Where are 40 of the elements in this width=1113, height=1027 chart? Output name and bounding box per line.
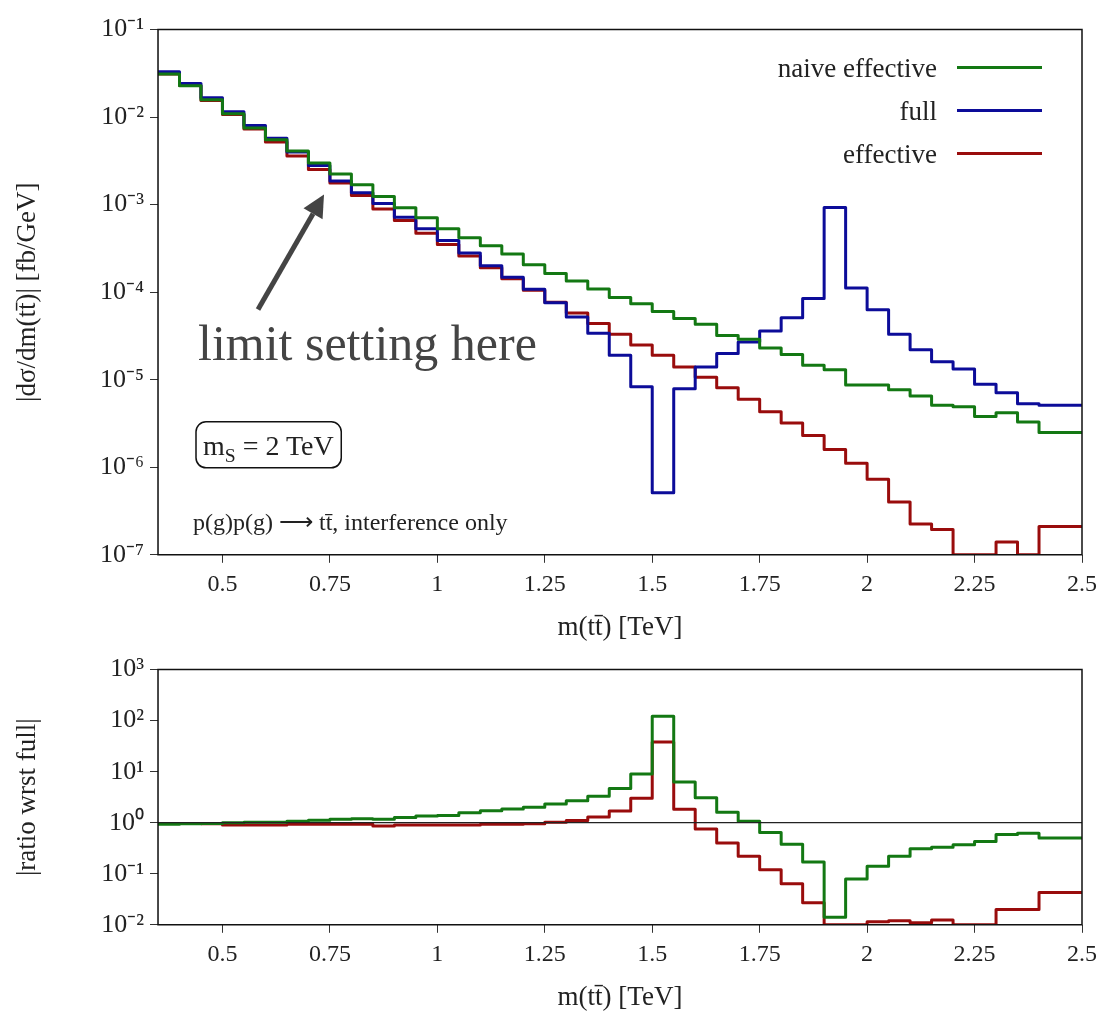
legend-label: full	[899, 95, 938, 126]
x-tick-label: 2.5	[1067, 570, 1097, 597]
x-axis-title: m(tt̄) [TeV]	[557, 980, 683, 1011]
y-tick-label: 10⁻³	[101, 188, 145, 218]
y-tick-label: 10⁻¹	[101, 857, 144, 887]
x-tick-label: 0.5	[207, 940, 238, 967]
x-tick-label: 1	[431, 570, 444, 597]
x-axis-title: m(tt̄) [TeV]	[557, 610, 683, 641]
x-tick-label: 2	[861, 570, 874, 597]
legend-label: effective	[843, 138, 938, 169]
y-tick-label: 10²	[110, 704, 145, 734]
x-tick-label: 1.5	[637, 940, 668, 967]
annotation: p(g)p(g) ⟶ tt̄, interference only	[193, 508, 508, 535]
y-tick-label: 10¹	[110, 755, 144, 785]
y-axis-title: |ratio wrst full|	[11, 718, 42, 877]
y-tick-label: 10⁻¹	[101, 13, 144, 43]
y-tick-label: 10⁻⁶	[99, 451, 144, 481]
x-tick-label: 0.5	[207, 570, 238, 597]
x-tick-label: 1.75	[738, 570, 781, 597]
y-tick-label: 10⁰	[109, 806, 144, 836]
x-tick-label: 1.5	[637, 570, 668, 597]
x-tick-label: 1.25	[523, 570, 566, 597]
x-tick-label: 1.75	[738, 940, 781, 967]
x-tick-label: 0.75	[308, 570, 351, 597]
annotation: limit setting here	[198, 314, 537, 371]
x-tick-label: 0.75	[308, 940, 351, 967]
x-tick-label: 2.5	[1067, 940, 1097, 967]
x-tick-label: 1.25	[523, 940, 566, 967]
y-tick-label: 10⁻⁵	[99, 363, 144, 393]
y-axis-title: |dσ/dm(tt̄)| [fb/GeV]	[11, 182, 42, 402]
x-tick-label: 2	[861, 940, 874, 967]
y-tick-label: 10⁻⁴	[99, 276, 144, 306]
y-tick-label: 10⁻²	[101, 908, 145, 938]
x-tick-label: 2.25	[953, 570, 996, 597]
legend-label: naive effective	[777, 52, 938, 83]
y-tick-label: 10⁻²	[101, 100, 145, 130]
y-tick-label: 10⁻⁷	[99, 538, 144, 568]
y-tick-label: 10³	[110, 653, 145, 683]
x-tick-label: 1	[431, 940, 444, 967]
x-tick-label: 2.25	[953, 940, 996, 967]
